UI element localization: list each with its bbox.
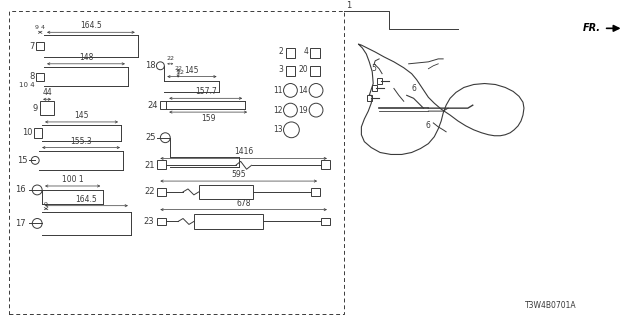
- Text: 14: 14: [298, 86, 308, 95]
- Text: 3: 3: [278, 65, 284, 74]
- Text: 13: 13: [273, 125, 282, 134]
- Bar: [321, 218, 330, 225]
- Bar: [311, 188, 320, 196]
- Text: 159: 159: [201, 114, 216, 123]
- Bar: [310, 48, 320, 58]
- Text: 25: 25: [145, 133, 156, 142]
- Text: 20: 20: [298, 65, 308, 74]
- Bar: [36, 42, 44, 50]
- Bar: [310, 66, 320, 76]
- Text: 100 1: 100 1: [62, 175, 83, 184]
- Text: 12: 12: [273, 106, 282, 115]
- Text: 16: 16: [15, 185, 26, 195]
- Text: 6: 6: [426, 121, 430, 130]
- Text: 9: 9: [44, 202, 48, 207]
- Text: 6: 6: [412, 84, 417, 93]
- Bar: [36, 73, 44, 81]
- Bar: [157, 160, 166, 169]
- Text: 7: 7: [29, 42, 35, 51]
- Text: 10 4: 10 4: [19, 83, 35, 89]
- Bar: [35, 128, 42, 138]
- Text: 10: 10: [22, 128, 32, 137]
- Text: 148: 148: [79, 53, 93, 62]
- Bar: [285, 66, 296, 76]
- Text: 44: 44: [42, 88, 52, 97]
- Text: 22: 22: [144, 188, 154, 196]
- Text: 145: 145: [74, 111, 89, 120]
- Bar: [377, 78, 382, 84]
- Bar: [157, 188, 166, 196]
- Text: 21: 21: [144, 161, 154, 170]
- Bar: [194, 213, 263, 229]
- Text: 22: 22: [166, 56, 174, 61]
- Bar: [8, 11, 344, 314]
- Text: 11: 11: [273, 86, 282, 95]
- Text: 155.3: 155.3: [70, 137, 92, 146]
- Text: 4: 4: [303, 47, 308, 57]
- Text: 9: 9: [33, 104, 38, 113]
- Text: 8: 8: [29, 72, 35, 81]
- Text: 1416: 1416: [234, 148, 253, 156]
- Text: 22: 22: [174, 66, 182, 71]
- Bar: [161, 101, 166, 109]
- Bar: [40, 101, 54, 115]
- Text: T3W4B0701A: T3W4B0701A: [525, 301, 576, 310]
- Text: 157.7: 157.7: [195, 87, 216, 96]
- Bar: [157, 218, 166, 225]
- Text: 164.5: 164.5: [76, 195, 97, 204]
- Text: FR.: FR.: [583, 23, 601, 33]
- Text: 17: 17: [15, 219, 26, 228]
- Text: 164.5: 164.5: [80, 21, 102, 30]
- Text: 24: 24: [147, 101, 157, 110]
- Text: 595: 595: [232, 170, 246, 179]
- Bar: [372, 85, 377, 92]
- Bar: [199, 185, 253, 199]
- Text: 15: 15: [17, 156, 28, 165]
- Text: 19: 19: [298, 106, 308, 115]
- Text: 145: 145: [185, 66, 199, 75]
- Text: 678: 678: [236, 199, 251, 208]
- Text: 1: 1: [346, 1, 351, 10]
- Text: 18: 18: [145, 61, 156, 70]
- Bar: [321, 160, 330, 169]
- Text: 2: 2: [279, 47, 284, 57]
- Text: 9 4: 9 4: [35, 25, 45, 30]
- Text: 5: 5: [371, 64, 376, 73]
- Bar: [367, 95, 372, 101]
- Bar: [285, 48, 296, 58]
- Text: 22: 22: [176, 70, 184, 75]
- Text: 23: 23: [144, 217, 154, 226]
